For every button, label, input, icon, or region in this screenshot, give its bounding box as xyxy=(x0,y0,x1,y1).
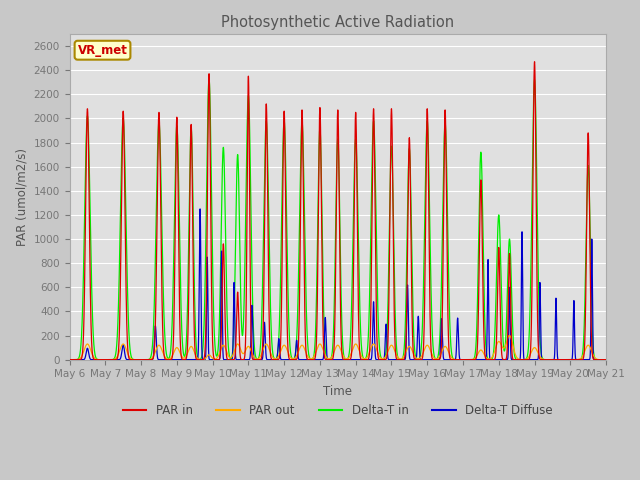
Y-axis label: PAR (umol/m2/s): PAR (umol/m2/s) xyxy=(15,148,28,246)
Text: VR_met: VR_met xyxy=(77,44,127,57)
X-axis label: Time: Time xyxy=(323,385,352,398)
Title: Photosynthetic Active Radiation: Photosynthetic Active Radiation xyxy=(221,15,454,30)
Legend: PAR in, PAR out, Delta-T in, Delta-T Diffuse: PAR in, PAR out, Delta-T in, Delta-T Dif… xyxy=(118,400,557,422)
